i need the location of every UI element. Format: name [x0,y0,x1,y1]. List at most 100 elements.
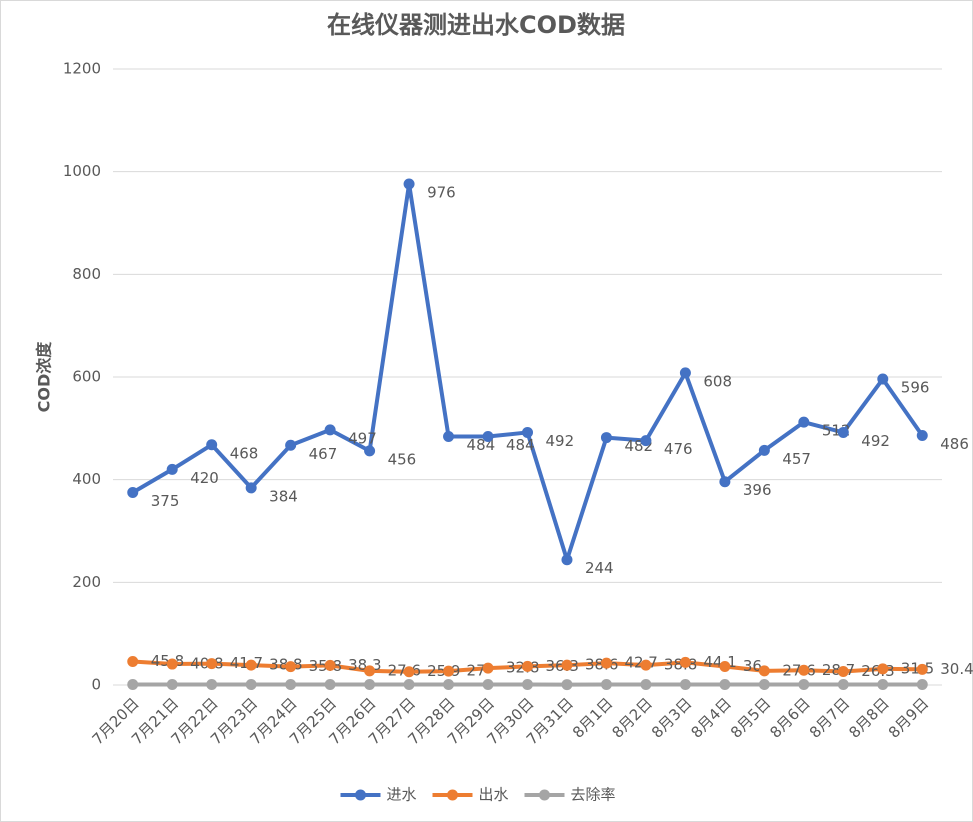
data-point [798,664,810,676]
data-point [877,679,889,691]
y-tick-label: 1200 [63,60,101,78]
data-label: 484 [506,436,535,454]
chart-title: 在线仪器测进出水COD数据 [327,11,625,39]
data-point [640,435,652,447]
data-point [600,679,612,691]
data-label: 492 [861,432,890,450]
data-label: 468 [230,444,259,462]
data-point [127,655,139,667]
data-point [522,426,533,438]
data-point [324,679,336,691]
data-point [837,679,849,691]
y-tick-label: 800 [72,265,101,283]
y-axis-label: COD浓度 [35,341,54,413]
data-point [127,679,139,691]
data-point [206,658,218,670]
legend-label: 出水 [479,786,509,804]
data-point [679,656,691,668]
data-point [285,679,297,691]
data-label: 457 [782,450,811,468]
data-label: 456 [388,450,417,468]
data-point [403,679,415,691]
data-point [206,679,218,691]
y-tick-label: 0 [91,676,101,694]
y-tick-label: 200 [72,573,101,591]
data-point [798,679,810,691]
data-label: 396 [743,481,772,499]
data-label: 976 [427,183,456,201]
data-point [758,444,770,456]
data-point [285,439,297,451]
data-label: 375 [151,492,180,510]
y-tick-label: 400 [72,470,101,488]
data-point [916,679,928,691]
data-point [166,679,178,691]
data-point [719,679,731,691]
data-point [364,679,376,691]
y-tick-label: 1000 [63,162,101,180]
data-point [443,431,455,443]
data-point [758,679,770,691]
data-point [403,178,415,190]
data-label: 384 [269,487,298,505]
data-point [837,665,849,677]
data-point [166,658,178,670]
legend-marker [355,789,366,801]
data-point [245,659,257,671]
data-point [522,679,533,691]
legend-marker [539,789,550,801]
data-label: 45.8 [151,652,184,670]
data-label: 492 [546,432,575,450]
data-label: 30.4 [940,660,973,678]
legend-marker [447,789,458,801]
data-point [324,659,336,671]
data-point [364,665,376,677]
data-point [877,373,889,385]
data-point [758,665,770,677]
data-label: 486 [940,435,969,453]
data-point [600,432,612,444]
data-point [482,679,494,691]
y-tick-label: 600 [72,368,101,386]
data-point [679,367,691,379]
data-label: 596 [901,379,930,397]
data-label: 244 [585,559,614,577]
data-point [245,482,257,494]
data-point [719,476,731,488]
data-point [837,426,849,438]
legend-label: 去除率 [571,786,616,804]
data-point [166,463,178,475]
data-point [364,445,376,457]
data-label: 608 [703,372,732,390]
data-label: 420 [190,469,219,487]
data-point [482,431,494,443]
data-point [245,679,257,691]
data-point [285,661,297,673]
data-point [640,679,652,691]
data-point [522,660,533,672]
data-point [561,679,573,691]
data-point [206,439,218,451]
data-label: 476 [664,440,693,458]
data-point [679,679,691,691]
legend-label: 进水 [387,786,417,804]
data-label: 497 [348,429,377,447]
data-point [443,665,455,677]
data-label: 27 [467,662,486,680]
data-point [324,424,336,436]
data-point [916,430,928,442]
data-point [403,666,415,678]
data-point [798,416,810,428]
data-label: 467 [309,445,338,463]
data-point [561,554,573,566]
data-point [443,679,455,691]
data-label: 36 [743,657,762,675]
data-point [127,487,139,498]
data-point [482,662,494,674]
data-point [561,659,573,671]
data-point [719,661,731,673]
data-point [640,659,652,671]
data-point [600,657,612,669]
data-point [916,663,928,675]
